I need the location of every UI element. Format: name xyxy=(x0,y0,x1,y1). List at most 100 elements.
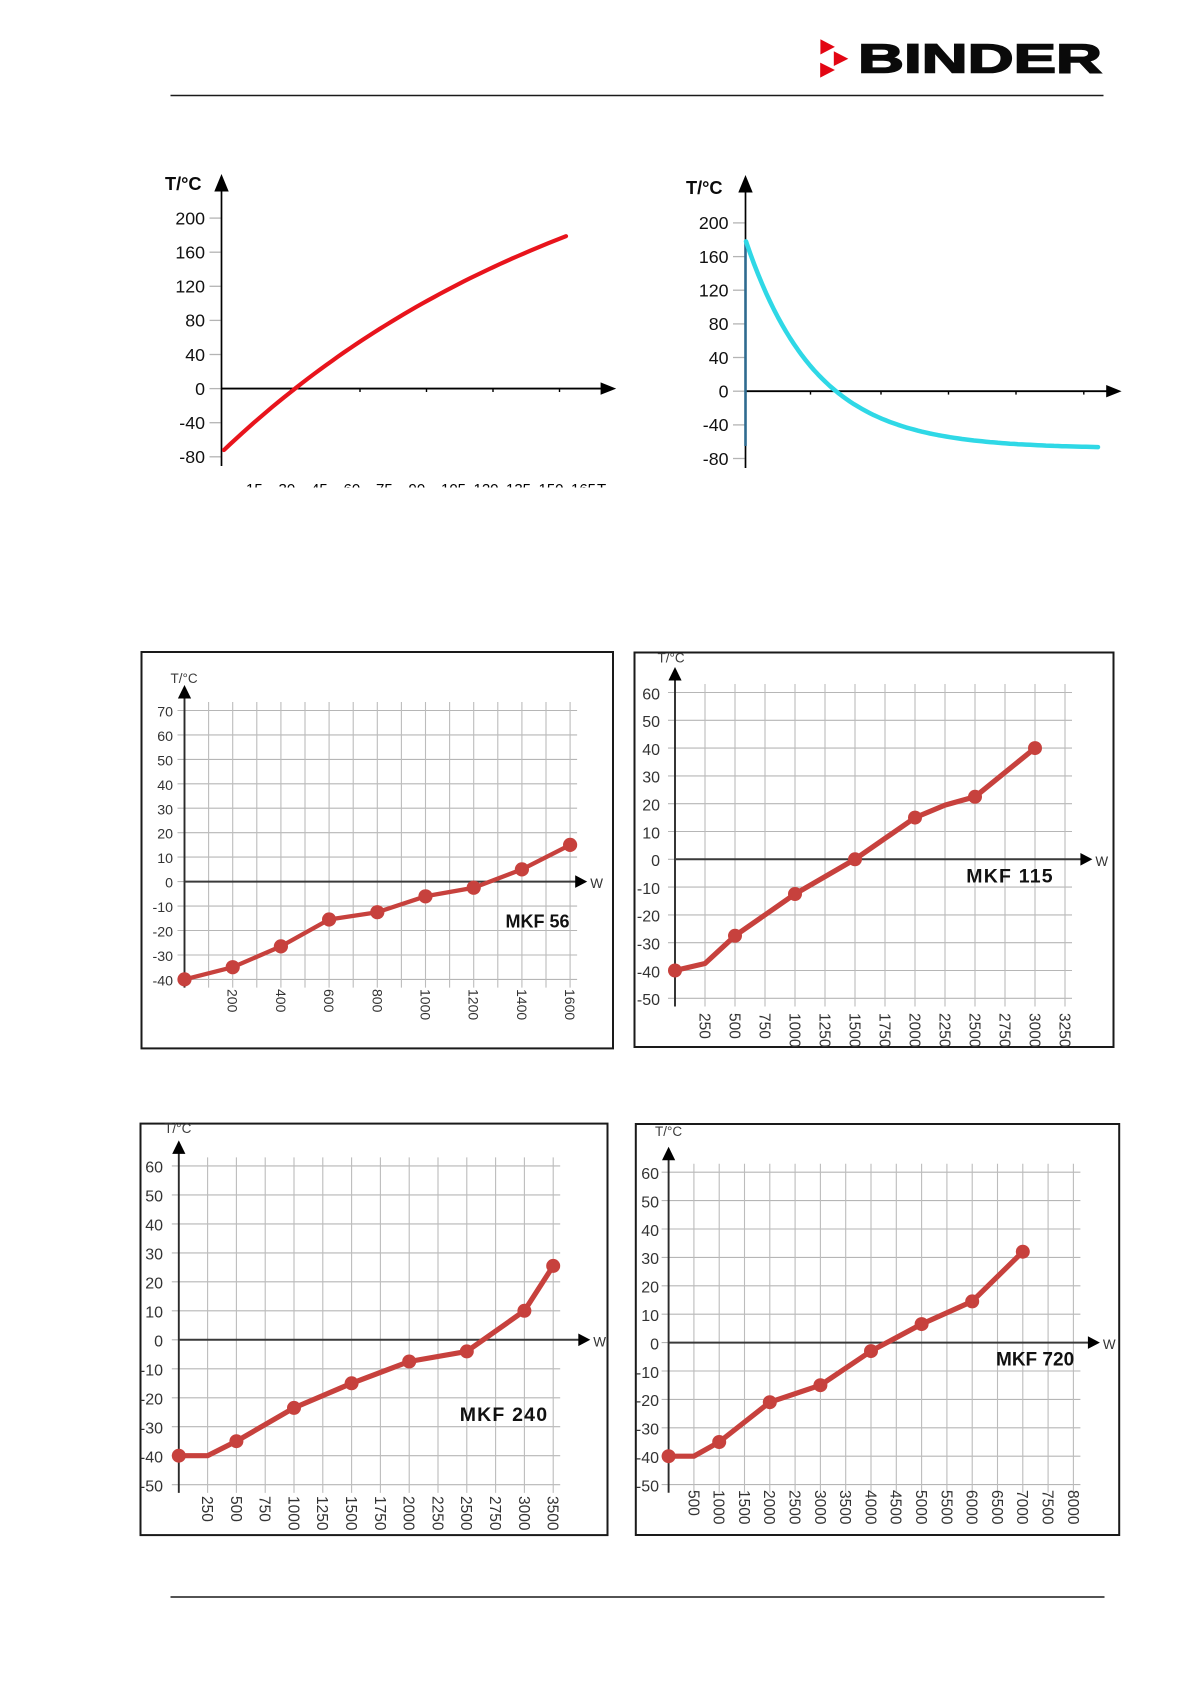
svg-text:10: 10 xyxy=(641,1308,659,1325)
svg-text:600: 600 xyxy=(321,989,337,1013)
svg-text:-40: -40 xyxy=(140,1450,163,1467)
svg-text:-10: -10 xyxy=(152,900,173,916)
svg-text:500: 500 xyxy=(227,1496,244,1522)
svg-text:-40: -40 xyxy=(152,973,173,989)
svg-text:2000: 2000 xyxy=(905,1013,922,1048)
svg-text:0: 0 xyxy=(650,1336,659,1353)
svg-text:5000: 5000 xyxy=(912,1490,929,1525)
svg-text:T/°C: T/°C xyxy=(165,174,202,194)
svg-text:1600: 1600 xyxy=(562,989,578,1020)
svg-text:15: 15 xyxy=(246,481,263,498)
svg-text:50: 50 xyxy=(642,714,660,731)
svg-text:2500: 2500 xyxy=(457,1496,474,1531)
svg-text:50: 50 xyxy=(145,1189,163,1206)
svg-text:1750: 1750 xyxy=(875,1013,892,1048)
svg-text:-30: -30 xyxy=(152,949,173,965)
svg-text:20: 20 xyxy=(157,827,173,843)
svg-text:0: 0 xyxy=(651,853,660,870)
svg-text:120: 120 xyxy=(175,277,205,297)
svg-text:250: 250 xyxy=(198,1496,215,1522)
svg-text:40: 40 xyxy=(185,345,205,365)
svg-text:10: 10 xyxy=(157,851,173,867)
svg-text:0: 0 xyxy=(165,876,173,892)
svg-text:4500: 4500 xyxy=(887,1490,904,1525)
svg-text:1000: 1000 xyxy=(785,1013,802,1048)
svg-text:3250: 3250 xyxy=(1055,1013,1072,1048)
svg-text:-50: -50 xyxy=(140,1479,163,1496)
svg-text:-20: -20 xyxy=(152,925,173,941)
svg-text:40: 40 xyxy=(145,1218,163,1235)
svg-text:60: 60 xyxy=(344,481,361,498)
svg-text:-10: -10 xyxy=(636,1365,659,1382)
svg-text:80: 80 xyxy=(709,314,729,334)
svg-text:T/°C: T/°C xyxy=(164,1121,191,1136)
svg-text:200: 200 xyxy=(225,989,241,1013)
svg-text:7500: 7500 xyxy=(1039,1490,1056,1525)
svg-text:0: 0 xyxy=(719,382,729,402)
svg-text:750: 750 xyxy=(256,1496,273,1522)
svg-text:200: 200 xyxy=(175,208,205,228)
svg-text:70: 70 xyxy=(157,705,173,721)
svg-text:3500: 3500 xyxy=(544,1496,561,1531)
svg-text:3500: 3500 xyxy=(836,1490,853,1525)
svg-text:135: 135 xyxy=(506,481,531,498)
svg-text:2500: 2500 xyxy=(786,1490,803,1525)
svg-text:W: W xyxy=(1103,1337,1116,1352)
svg-text:-50: -50 xyxy=(637,992,660,1009)
svg-text:T: T xyxy=(597,481,606,498)
svg-text:2250: 2250 xyxy=(935,1013,952,1048)
svg-text:1500: 1500 xyxy=(735,1490,752,1525)
svg-text:2500: 2500 xyxy=(965,1013,982,1048)
svg-text:T/°C: T/°C xyxy=(658,651,685,666)
svg-text:-40: -40 xyxy=(637,964,660,981)
svg-text:30: 30 xyxy=(642,770,660,787)
svg-text:160: 160 xyxy=(175,243,205,263)
svg-text:50: 50 xyxy=(157,753,173,769)
svg-text:1250: 1250 xyxy=(815,1013,832,1048)
svg-text:3000: 3000 xyxy=(515,1496,532,1531)
svg-text:200: 200 xyxy=(699,213,729,233)
svg-text:1000: 1000 xyxy=(284,1496,301,1531)
svg-text:1500: 1500 xyxy=(845,1013,862,1048)
svg-text:30: 30 xyxy=(641,1251,659,1268)
svg-text:1000: 1000 xyxy=(710,1490,727,1525)
svg-text:-20: -20 xyxy=(637,909,660,926)
svg-text:-40: -40 xyxy=(636,1450,659,1467)
svg-text:W: W xyxy=(1095,854,1108,869)
svg-text:20: 20 xyxy=(145,1276,163,1293)
svg-text:4000: 4000 xyxy=(861,1490,878,1525)
svg-text:8000: 8000 xyxy=(1064,1490,1081,1525)
svg-text:6000: 6000 xyxy=(963,1490,980,1525)
svg-text:-50: -50 xyxy=(636,1478,659,1495)
svg-text:165: 165 xyxy=(571,481,596,498)
svg-text:105: 105 xyxy=(441,481,466,498)
svg-text:250: 250 xyxy=(695,1013,712,1039)
svg-text:W: W xyxy=(593,1334,606,1349)
svg-text:75: 75 xyxy=(376,481,393,498)
svg-text:-10: -10 xyxy=(637,881,660,898)
svg-text:3000: 3000 xyxy=(811,1490,828,1525)
svg-text:MKF 115: MKF 115 xyxy=(966,866,1054,888)
svg-text:120: 120 xyxy=(474,481,499,498)
svg-text:500: 500 xyxy=(725,1013,742,1039)
svg-text:50: 50 xyxy=(641,1194,659,1211)
svg-text:-80: -80 xyxy=(179,447,205,467)
svg-text:-80: -80 xyxy=(703,449,729,469)
svg-text:1000: 1000 xyxy=(418,989,434,1020)
svg-text:2000: 2000 xyxy=(760,1490,777,1525)
svg-text:80: 80 xyxy=(185,311,205,331)
svg-text:1500: 1500 xyxy=(342,1496,359,1531)
svg-text:30: 30 xyxy=(279,481,296,498)
svg-text:60: 60 xyxy=(642,686,660,703)
svg-text:-30: -30 xyxy=(637,937,660,954)
svg-text:750: 750 xyxy=(755,1013,772,1039)
svg-text:20: 20 xyxy=(641,1280,659,1297)
svg-text:-30: -30 xyxy=(140,1421,163,1438)
svg-text:40: 40 xyxy=(642,742,660,759)
svg-text:150: 150 xyxy=(539,481,564,498)
svg-text:0: 0 xyxy=(154,1334,163,1351)
svg-text:120: 120 xyxy=(699,281,729,301)
svg-text:1250: 1250 xyxy=(313,1496,330,1531)
svg-text:W: W xyxy=(590,876,603,891)
svg-text:-30: -30 xyxy=(636,1422,659,1439)
